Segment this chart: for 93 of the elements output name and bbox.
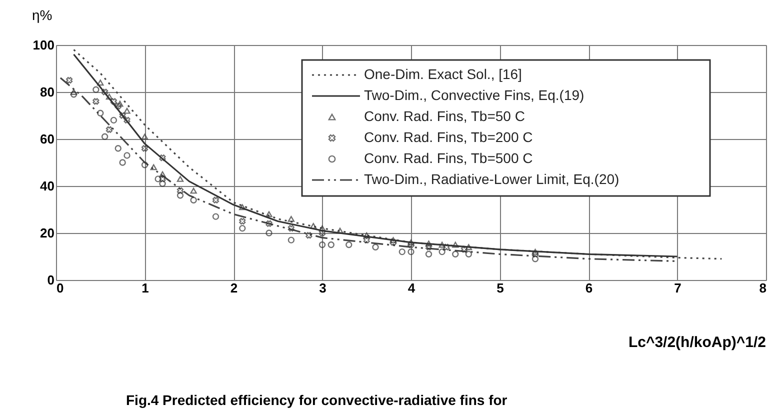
y-tick-label: 80	[40, 84, 54, 100]
point	[363, 236, 370, 244]
point	[310, 222, 317, 229]
x-tick-label: 8	[759, 280, 766, 296]
x-tick-label: 7	[674, 280, 682, 296]
point	[465, 250, 472, 258]
point	[438, 242, 446, 248]
point	[532, 256, 539, 262]
point	[119, 159, 126, 166]
x-tick-label: 0	[56, 280, 64, 296]
x-tick-label: 5	[496, 280, 504, 296]
point	[266, 211, 272, 218]
point	[425, 244, 432, 250]
legend-label: Conv. Rad. Fins, Tb=500 C	[364, 150, 533, 166]
x-tick-label: 6	[585, 280, 593, 296]
point	[398, 248, 406, 256]
point	[212, 213, 220, 220]
point	[443, 244, 450, 250]
point	[425, 250, 432, 258]
point	[70, 89, 78, 95]
y-tick-label: 20	[40, 226, 54, 240]
legend-label: Two-Dim., Convective Fins, Eq.(19)	[364, 87, 584, 103]
point	[266, 220, 272, 227]
point	[239, 204, 246, 210]
point	[176, 187, 184, 194]
x-tick-label: 2	[230, 280, 238, 296]
point	[116, 100, 124, 107]
legend-label: Two-Dim., Radiative-Lower Limit, Eq.(20)	[364, 171, 620, 187]
point	[114, 145, 122, 152]
point	[288, 236, 295, 244]
point	[460, 246, 468, 253]
point	[150, 164, 157, 170]
x-tick-label: 1	[142, 280, 149, 296]
caption: Fig.4 Predicted efficiency for convective-radiative fins for	[126, 392, 508, 408]
point	[288, 224, 294, 232]
point	[159, 171, 166, 178]
point	[106, 94, 113, 100]
y-tick-label: 40	[40, 178, 54, 194]
point	[239, 218, 246, 225]
point	[408, 248, 414, 256]
point	[176, 192, 184, 199]
point	[97, 110, 104, 116]
point	[102, 88, 108, 96]
point	[159, 176, 166, 182]
point	[110, 116, 118, 124]
point	[318, 230, 326, 236]
point	[101, 133, 108, 140]
legend-label: Conv. Rad. Fins, Tb=200 C	[364, 129, 533, 145]
point	[176, 176, 184, 182]
point	[328, 241, 334, 248]
point	[141, 145, 148, 152]
point	[190, 188, 197, 194]
point	[159, 180, 166, 187]
point	[190, 196, 197, 204]
y-tick-label: 100	[32, 38, 54, 52]
point	[390, 239, 397, 246]
point	[452, 242, 459, 248]
point	[438, 248, 446, 256]
point	[239, 224, 246, 232]
point	[124, 116, 130, 124]
point	[306, 232, 312, 239]
legend-label: Conv. Rad. Fins, Tb=50 C	[364, 108, 525, 124]
point	[66, 76, 73, 84]
legend-label: One-Dim. Exact Sol., [16]	[364, 66, 522, 82]
point	[141, 162, 148, 168]
point	[106, 126, 113, 133]
point	[119, 112, 126, 119]
point	[465, 244, 472, 250]
point	[92, 98, 100, 105]
point	[141, 134, 148, 140]
x-tick-label: 4	[408, 280, 416, 296]
point	[318, 241, 326, 248]
point	[70, 91, 78, 98]
x-tick-label: 3	[319, 280, 326, 296]
point	[346, 241, 352, 248]
point	[452, 250, 459, 258]
x-axis-title: Lc^3/2(h/koAp)^1/2	[628, 334, 766, 351]
y-tick-label: 60	[40, 132, 54, 146]
point	[212, 196, 220, 204]
point	[114, 102, 122, 110]
point	[92, 86, 100, 93]
point	[154, 176, 162, 182]
point	[159, 154, 166, 162]
point	[532, 248, 539, 255]
point	[124, 152, 130, 159]
point	[372, 244, 379, 250]
point	[266, 230, 272, 236]
point	[97, 80, 104, 86]
point	[288, 216, 295, 222]
point	[408, 241, 414, 248]
y-axis-title: η%	[32, 7, 52, 23]
point	[124, 108, 130, 114]
point	[110, 98, 117, 105]
